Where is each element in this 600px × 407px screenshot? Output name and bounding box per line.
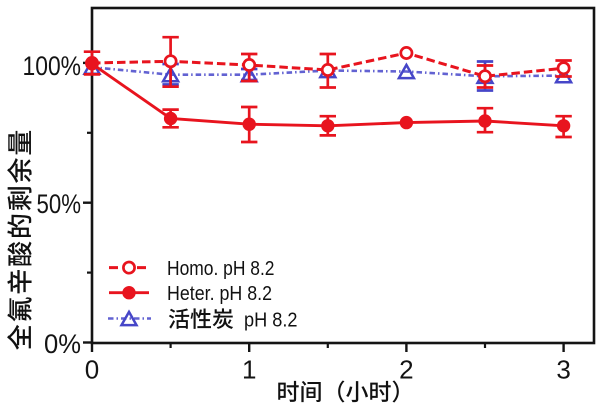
svg-text:Heter. pH 8.2: Heter. pH 8.2	[167, 282, 272, 305]
svg-text:1: 1	[242, 354, 256, 384]
svg-text:50%: 50%	[37, 189, 82, 219]
svg-text:2: 2	[399, 354, 413, 384]
svg-text:0%: 0%	[44, 329, 81, 359]
svg-text:pH 8.2: pH 8.2	[244, 309, 298, 332]
svg-text:Homo. pH 8.2: Homo. pH 8.2	[167, 257, 275, 280]
svg-text:3: 3	[556, 354, 570, 384]
svg-text:100%: 100%	[23, 51, 82, 81]
svg-text:0: 0	[85, 354, 99, 384]
